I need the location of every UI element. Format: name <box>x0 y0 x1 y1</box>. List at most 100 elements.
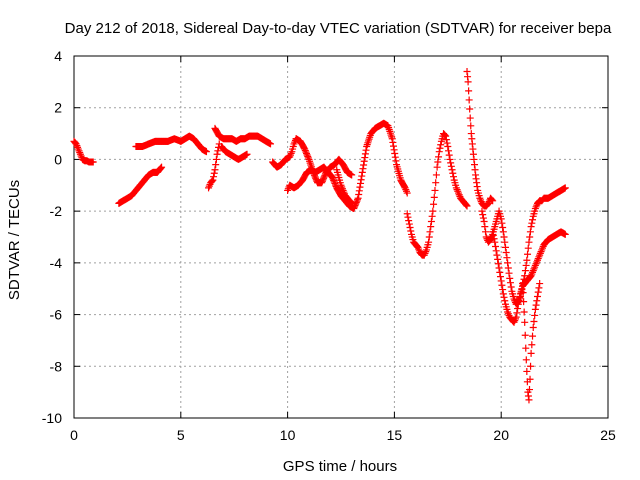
data-point <box>499 228 507 236</box>
y-tick-label: -8 <box>50 358 63 374</box>
data-point <box>479 214 487 222</box>
data-point <box>532 203 540 211</box>
data-point <box>329 175 337 183</box>
data-point <box>520 308 528 316</box>
data-point <box>355 187 363 195</box>
data-point <box>494 255 502 263</box>
data-point <box>208 177 216 185</box>
data-point <box>358 168 366 176</box>
data-point <box>480 217 488 225</box>
data-point <box>496 268 504 276</box>
data-point <box>157 164 165 172</box>
data-point <box>320 174 328 182</box>
data-point <box>504 259 512 267</box>
data-point <box>389 142 397 150</box>
data-point <box>425 238 433 246</box>
data-point <box>533 297 541 305</box>
data-point <box>436 144 444 152</box>
data-point <box>429 207 437 215</box>
data-point <box>521 272 529 280</box>
data-point <box>303 150 311 158</box>
data-point <box>521 331 529 339</box>
data-point <box>407 227 415 235</box>
series-trace-c <box>132 132 210 156</box>
data-point <box>484 199 492 207</box>
data-point <box>405 217 413 225</box>
data-point <box>529 332 537 340</box>
data-point <box>519 280 527 288</box>
data-point <box>338 183 346 191</box>
data-point <box>361 154 369 162</box>
data-point <box>433 163 441 171</box>
data-point <box>526 233 534 241</box>
data-point <box>352 200 360 208</box>
data-point <box>312 174 320 182</box>
data-point <box>525 396 533 404</box>
data-point <box>309 168 317 176</box>
data-point <box>427 217 435 225</box>
data-point <box>511 317 519 325</box>
series-trace-h <box>284 119 411 213</box>
data-point <box>287 149 295 157</box>
data-point <box>350 205 358 213</box>
data-point <box>358 172 366 180</box>
series-trace-j <box>333 166 356 207</box>
data-point <box>531 263 539 271</box>
data-point <box>504 310 512 318</box>
data-point <box>467 122 475 130</box>
data-point <box>431 186 439 194</box>
data-point <box>522 261 530 269</box>
data-point <box>449 173 457 181</box>
grid <box>74 56 608 418</box>
x-tick-label: 15 <box>387 427 403 443</box>
data-point <box>444 143 452 150</box>
data-point <box>534 292 542 300</box>
y-tick-label: -6 <box>50 307 63 323</box>
data-point <box>465 96 473 104</box>
data-point <box>504 264 512 272</box>
y-tick-label: -10 <box>42 410 62 426</box>
data-point <box>415 245 423 253</box>
data-point <box>310 171 318 179</box>
data-point <box>355 191 363 199</box>
data-point <box>491 238 499 246</box>
data-point <box>526 386 534 394</box>
data-point <box>361 150 369 158</box>
data-point <box>531 311 539 319</box>
data-point <box>536 280 544 288</box>
data-point <box>286 153 294 161</box>
data-point <box>331 179 339 187</box>
data-point <box>435 153 443 161</box>
series-trace-g <box>269 135 300 171</box>
data-point <box>210 173 218 181</box>
data-point <box>534 288 542 296</box>
data-point <box>421 249 429 257</box>
data-point <box>445 147 453 155</box>
data-point <box>530 317 538 325</box>
y-tick-label: 4 <box>54 48 62 64</box>
data-point <box>348 199 356 207</box>
data-point <box>527 223 535 231</box>
data-point <box>211 166 219 174</box>
data-point <box>529 324 537 331</box>
data-point <box>510 295 518 303</box>
data-point <box>506 279 514 287</box>
data-point <box>359 165 367 173</box>
data-point <box>76 150 84 158</box>
data-points <box>70 68 569 404</box>
data-point <box>301 147 309 155</box>
data-point <box>290 140 298 148</box>
data-point <box>504 308 512 316</box>
data-point <box>513 309 521 317</box>
data-point <box>534 255 542 263</box>
data-point <box>442 132 450 140</box>
data-point <box>440 130 448 138</box>
data-point <box>530 265 538 273</box>
data-point <box>497 277 505 285</box>
data-point <box>476 194 484 202</box>
data-point <box>487 236 495 244</box>
data-point <box>392 157 400 165</box>
data-point <box>463 202 471 210</box>
data-point <box>536 251 544 259</box>
